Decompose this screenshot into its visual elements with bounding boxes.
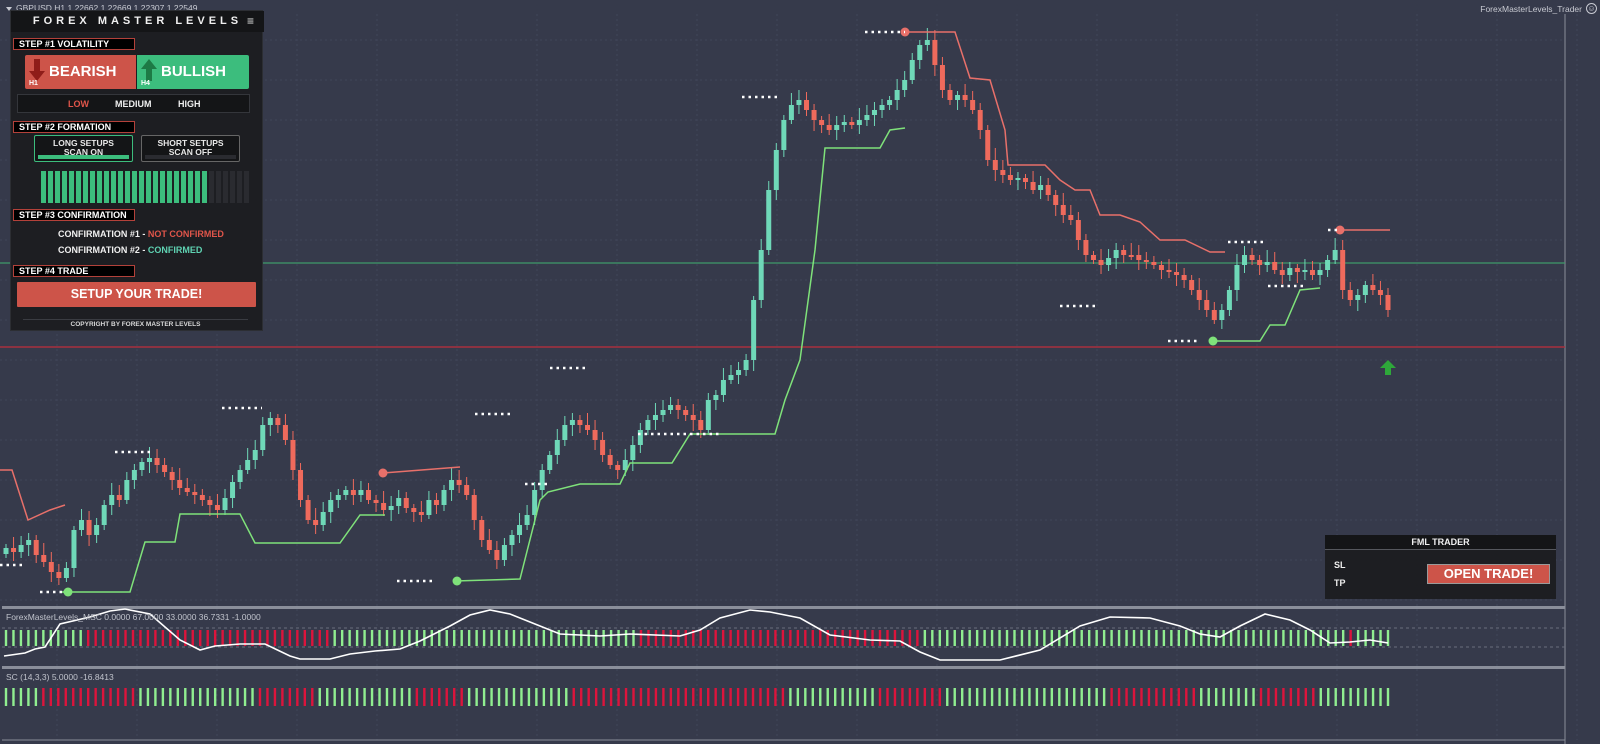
fml-trader-panel: FML TRADER SL TP OPEN TRADE! — [1325, 535, 1556, 599]
meter-bar — [230, 171, 235, 203]
volatility-high[interactable]: HIGH — [178, 99, 201, 109]
fml-control-panel: FOREX MASTER LEVELS ≡ STEP #1 VOLATILITY… — [10, 10, 264, 331]
meter-bar — [139, 171, 144, 203]
meter-bar — [41, 171, 46, 203]
confirmation-2: CONFIRMATION #2 - CONFIRMED — [58, 245, 202, 255]
step4-label: STEP #4 TRADE — [13, 265, 135, 277]
short-scan-line1: SHORT SETUPS — [157, 138, 224, 148]
meter-bar — [62, 171, 67, 203]
meter-bar — [244, 171, 249, 203]
confirmation-1: CONFIRMATION #1 - NOT CONFIRMED — [58, 229, 224, 239]
bearish-button[interactable]: BEARISH H1 — [25, 55, 136, 89]
short-setups-scan-button[interactable]: SHORT SETUPS SCAN OFF — [141, 135, 240, 162]
stop-loss-label: SL — [1334, 560, 1346, 570]
meter-bar — [90, 171, 95, 203]
smiley-icon[interactable]: ☺ — [1586, 3, 1597, 14]
panel-title: FOREX MASTER LEVELS — [11, 11, 264, 32]
long-setups-scan-button[interactable]: LONG SETUPS SCAN ON — [34, 135, 133, 162]
meter-bar — [174, 171, 179, 203]
meter-bar — [167, 171, 172, 203]
meter-bar — [104, 171, 109, 203]
meter-bar — [76, 171, 81, 203]
symbol-info: GBPUSD,H1 1.22662 1.22669 1.22307 1.2254… — [6, 3, 197, 13]
meter-bar — [160, 171, 165, 203]
bearish-timeframe: H1 — [29, 80, 38, 87]
copyright-text: COPYRIGHT BY FOREX MASTER LEVELS — [23, 319, 248, 330]
confirmation-2-label: CONFIRMATION #2 - — [58, 245, 146, 255]
meter-bar — [188, 171, 193, 203]
volatility-low[interactable]: LOW — [68, 99, 89, 109]
meter-bar — [97, 171, 102, 203]
step3-label: STEP #3 CONFIRMATION — [13, 209, 135, 221]
meter-bar — [83, 171, 88, 203]
volatility-medium[interactable]: MEDIUM — [115, 99, 152, 109]
long-scan-indicator — [38, 155, 129, 159]
step1-label: STEP #1 VOLATILITY — [13, 38, 135, 50]
collapse-triangle-icon[interactable] — [6, 6, 12, 11]
bullish-timeframe: H4 — [141, 80, 150, 87]
meter-bar — [237, 171, 242, 203]
meter-bar — [132, 171, 137, 203]
take-profit-label: TP — [1334, 578, 1346, 588]
confirmation-1-status: NOT CONFIRMED — [147, 229, 224, 239]
meter-bar — [125, 171, 130, 203]
short-scan-line2: SCAN OFF — [168, 146, 213, 157]
meter-bar — [48, 171, 53, 203]
bullish-button[interactable]: BULLISH H4 — [137, 55, 249, 89]
meter-bar — [69, 171, 74, 203]
meter-bar — [209, 171, 214, 203]
meter-bar — [55, 171, 60, 203]
arrow-up-icon — [141, 59, 157, 81]
bullish-label: BULLISH — [161, 63, 226, 80]
long-scan-line1: LONG SETUPS — [53, 138, 114, 148]
short-scan-indicator — [145, 155, 236, 159]
meter-bar — [118, 171, 123, 203]
open-trade-button[interactable]: OPEN TRADE! — [1427, 564, 1550, 584]
meter-bar — [146, 171, 151, 203]
meter-bar — [153, 171, 158, 203]
meter-bar — [202, 171, 207, 203]
step2-label: STEP #2 FORMATION — [13, 121, 135, 133]
sc-indicator-label: SC (14,3,3) 5.0000 -16.8413 — [6, 672, 114, 682]
meter-bar — [111, 171, 116, 203]
bearish-label: BEARISH — [49, 63, 117, 80]
meter-bar — [223, 171, 228, 203]
msc-indicator-label: ForexMasterLevels_MSC 0.0000 67.0000 33.… — [6, 612, 261, 622]
meter-bar — [195, 171, 200, 203]
meter-bar — [216, 171, 221, 203]
expert-advisor-name: ForexMasterLevels_Trader — [1480, 4, 1582, 14]
volatility-selector: LOW MEDIUM HIGH — [17, 94, 250, 113]
trader-title: FML TRADER — [1325, 535, 1556, 550]
confirmation-2-status: CONFIRMED — [147, 245, 203, 255]
meter-bar — [181, 171, 186, 203]
arrow-down-icon — [29, 59, 45, 81]
hamburger-icon[interactable]: ≡ — [246, 14, 254, 28]
setup-trade-button[interactable]: SETUP YOUR TRADE! — [17, 282, 256, 307]
confirmation-1-label: CONFIRMATION #1 - — [58, 229, 146, 239]
formation-meter — [41, 171, 249, 203]
long-scan-line2: SCAN ON — [63, 146, 104, 157]
symbol-quote: GBPUSD,H1 1.22662 1.22669 1.22307 1.2254… — [16, 3, 198, 13]
